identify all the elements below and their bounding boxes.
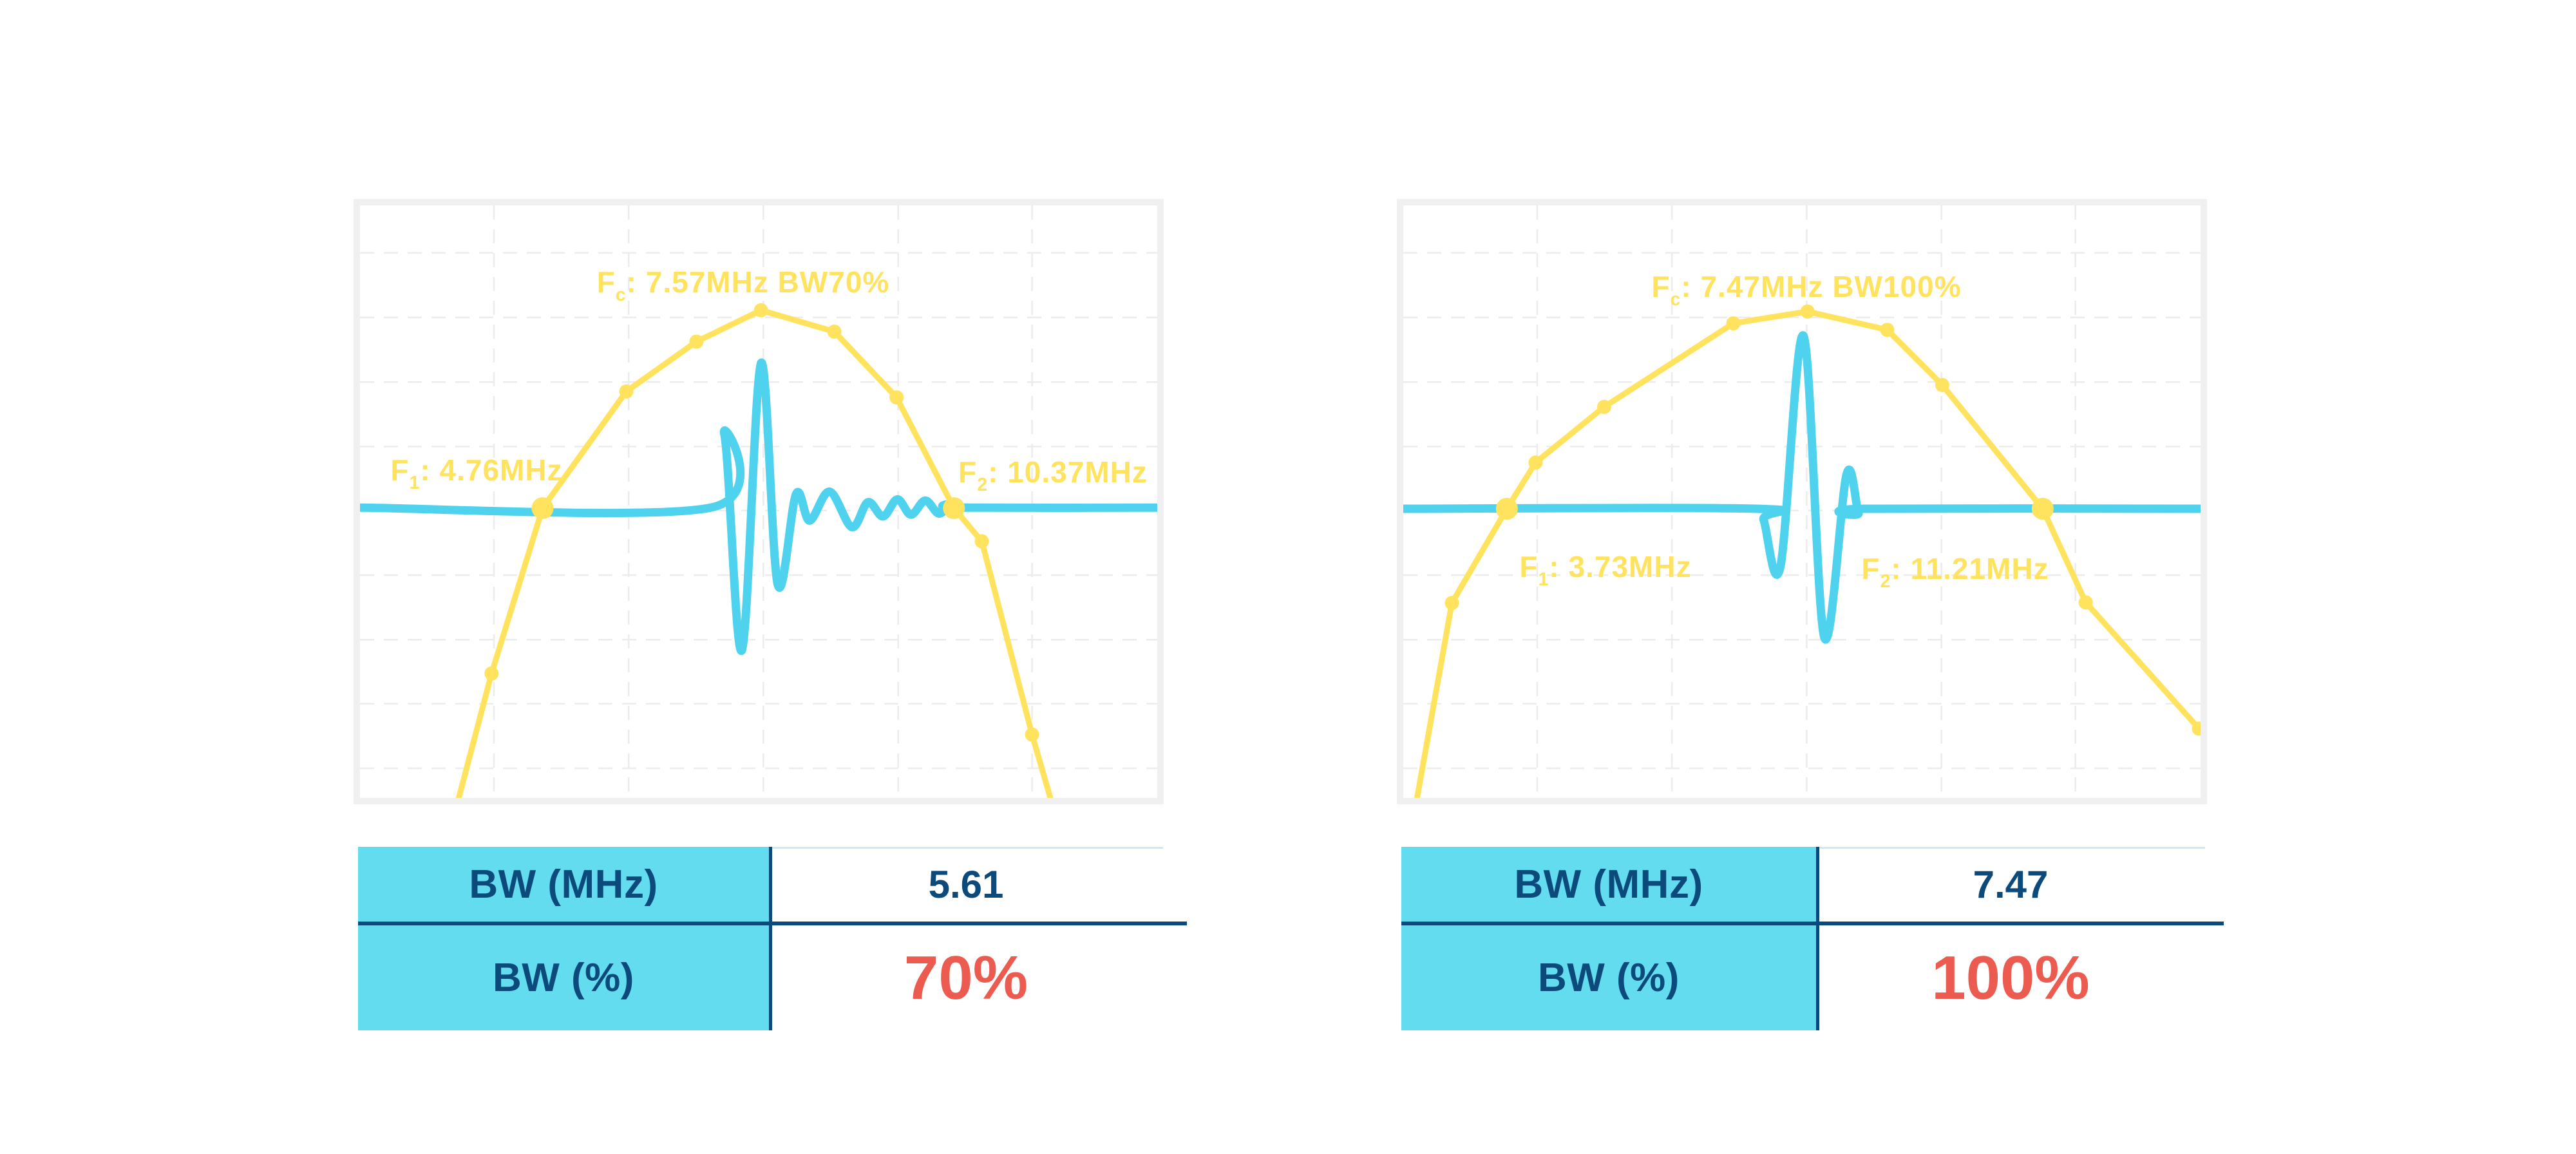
f2-label-sub: 2	[1880, 571, 1891, 592]
f2-annotation-left: F2: 10.37MHz	[958, 455, 1148, 496]
fc-label-text: : 7.47MHz BW100%	[1681, 270, 1962, 304]
chart-panel-left: Fc: 7.57MHz BW70% F1: 4.76MHz F2: 10.37M…	[354, 199, 1164, 804]
spectrum-marker	[974, 534, 989, 549]
spectrum-marker	[1597, 399, 1611, 414]
spectrum-marker	[827, 325, 842, 339]
spectrum-marker	[619, 384, 634, 399]
bw-pct-label: BW (%)	[493, 956, 634, 1000]
spectrum-marker	[889, 390, 904, 405]
f1-label-sub: 1	[409, 472, 421, 493]
fc-annotation-left: Fc: 7.57MHz BW70%	[597, 265, 890, 306]
f2-annotation-right: F2: 11.21MHz	[1861, 551, 2049, 592]
bw-mhz-value: 7.47	[1973, 862, 2049, 906]
f1-label-prefix: F	[390, 453, 410, 487]
table-row-value-bw-mhz: 5.61	[769, 847, 1163, 922]
f2-label-prefix: F	[958, 455, 978, 489]
f1-label-sub: 1	[1538, 569, 1549, 590]
spectrum-marker	[689, 334, 704, 349]
bw-mhz-label: BW (MHz)	[1514, 862, 1703, 907]
spectrum-marker	[1800, 304, 1815, 319]
band-edge-marker	[1495, 498, 1518, 520]
spectrum-marker	[1025, 727, 1039, 742]
spectrum-marker	[1528, 455, 1543, 470]
f1-label-text: : 3.73MHz	[1549, 550, 1692, 584]
pulse-waveform	[1403, 331, 2201, 644]
band-edge-marker	[2031, 498, 2054, 520]
f1-annotation-left: F1: 4.76MHz	[390, 453, 562, 494]
spectrum-plot-right	[1403, 205, 2201, 798]
f2-label-sub: 2	[977, 474, 989, 495]
table-row-value-bw-mhz: 7.47	[1816, 847, 2205, 922]
table-row-label-bw-mhz: BW (MHz)	[1401, 847, 1816, 922]
fc-label-text: : 7.57MHz BW70%	[626, 265, 890, 299]
table-row-label-bw-mhz: BW (MHz)	[358, 847, 769, 922]
bw-mhz-value: 5.61	[928, 862, 1004, 906]
bw-pct-label: BW (%)	[1538, 956, 1680, 1000]
table-row-value-bw-pct: 70%	[769, 925, 1163, 1030]
pulse-waveform	[360, 359, 1157, 655]
fc-label-sub: c	[615, 284, 627, 305]
spectrum-marker	[1935, 377, 1949, 392]
table-row-label-bw-pct: BW (%)	[1401, 925, 1816, 1030]
f1-annotation-right: F1: 3.73MHz	[1519, 549, 1691, 591]
spectrum-curve	[455, 307, 1054, 798]
f2-label-prefix: F	[1861, 552, 1880, 586]
bw-table-right: BW (MHz) 7.47 BW (%) 100%	[1401, 847, 2224, 1030]
bw-mhz-label: BW (MHz)	[469, 862, 658, 907]
spectrum-marker	[1726, 316, 1741, 331]
table-row-value-bw-pct: 100%	[1816, 925, 2205, 1030]
fc-label-prefix: F	[1651, 270, 1671, 304]
table-column-divider	[1816, 847, 1819, 1030]
bw-pct-value: 100%	[1931, 943, 2090, 1012]
table-row-label-bw-pct: BW (%)	[358, 925, 769, 1030]
table-top-rule	[1816, 847, 2205, 849]
spectrum-curve	[1414, 308, 2201, 798]
spectrum-plot-left	[360, 205, 1157, 798]
spectrum-marker	[1444, 596, 1459, 610]
f2-label-text: : 11.21MHz	[1891, 552, 2049, 586]
band-edge-marker	[531, 497, 554, 520]
fc-label-prefix: F	[596, 265, 616, 299]
bw-pct-value: 70%	[904, 943, 1028, 1012]
f1-label-text: : 4.76MHz	[420, 453, 563, 487]
table-row-divider	[358, 922, 1187, 925]
spectrum-marker	[2078, 595, 2093, 610]
table-row-divider	[1401, 922, 2224, 925]
band-edge-marker	[943, 497, 965, 520]
table-header-column	[1401, 847, 1816, 1030]
table-top-rule	[769, 847, 1163, 849]
spectrum-marker	[2192, 721, 2201, 736]
chart-panel-right: Fc: 7.47MHz BW100% F1: 3.73MHz F2: 11.21…	[1397, 199, 2207, 804]
table-header-column	[358, 847, 769, 1030]
fc-label-sub: c	[1670, 288, 1681, 310]
f1-label-prefix: F	[1519, 550, 1539, 584]
fc-annotation-right: Fc: 7.47MHz BW100%	[1651, 269, 1961, 310]
spectrum-marker	[753, 303, 768, 317]
spectrum-marker	[484, 666, 499, 681]
bw-table-left: BW (MHz) 5.61 BW (%) 70%	[358, 847, 1187, 1030]
spectrum-marker	[1880, 323, 1895, 337]
f2-label-text: : 10.37MHz	[988, 455, 1148, 489]
table-column-divider	[769, 847, 772, 1030]
